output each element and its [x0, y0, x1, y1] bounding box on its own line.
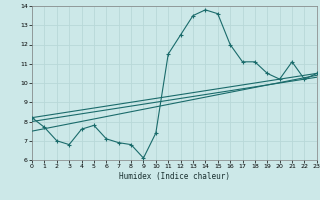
X-axis label: Humidex (Indice chaleur): Humidex (Indice chaleur): [119, 172, 230, 181]
